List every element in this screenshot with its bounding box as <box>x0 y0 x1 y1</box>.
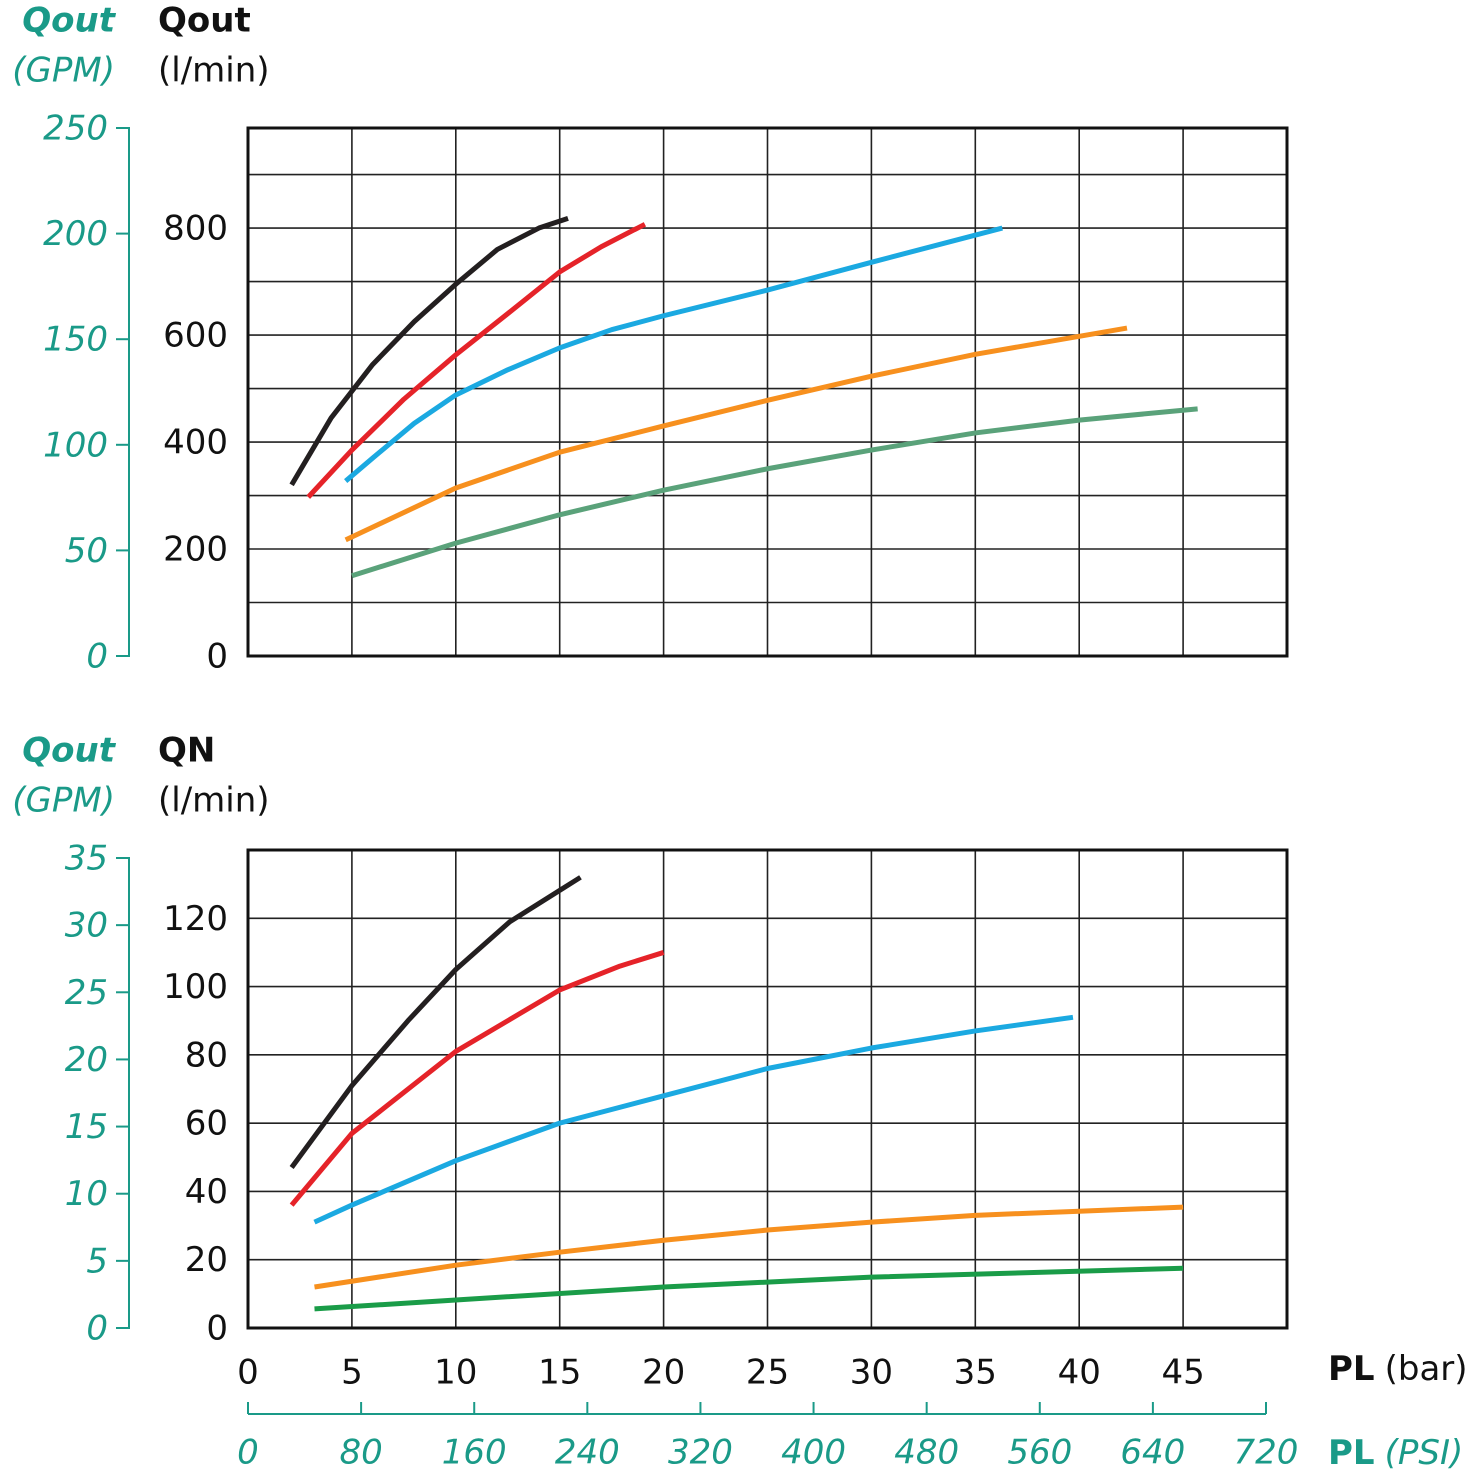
y-axis-title: QN <box>158 731 215 771</box>
x2-axis-label-unit: (PSI) <box>1385 1433 1464 1473</box>
y2-axis-title: Qout <box>22 1 116 41</box>
series-line <box>289 875 582 1170</box>
x-tick-label: 5 <box>341 1353 363 1393</box>
x-tick-label: 45 <box>1161 1353 1204 1393</box>
x-tick-label: 25 <box>746 1353 789 1393</box>
y2-axis-unit: (GPM) <box>12 51 115 91</box>
x-tick-label: 20 <box>642 1353 685 1393</box>
x-tick-label: 30 <box>850 1353 893 1393</box>
x-axis-label-title: PL <box>1328 1349 1375 1389</box>
x2-axis-label-title: PL <box>1328 1433 1375 1473</box>
x2-tick-label: 640 <box>1120 1433 1185 1473</box>
y-axis-unit: (l/min) <box>158 781 270 821</box>
plot-frame <box>246 848 1289 1330</box>
y-tick-label: 0 <box>206 1309 228 1349</box>
x2-tick-label: 0 <box>237 1433 259 1473</box>
y2-tick-label: 30 <box>65 906 108 946</box>
y2-tick-label: 0 <box>86 637 108 677</box>
series-line <box>344 225 1003 483</box>
series-line <box>313 1014 1074 1225</box>
series-line <box>344 325 1128 543</box>
x2-tick-label: 720 <box>1234 1433 1299 1473</box>
y-tick-label: 40 <box>185 1172 228 1212</box>
y-tick-label: 20 <box>185 1240 228 1280</box>
y2-tick-label: 100 <box>43 425 108 465</box>
y-axis-title: Qout <box>158 1 251 41</box>
series-line <box>314 1204 1184 1290</box>
x-tick-label: 0 <box>237 1353 259 1393</box>
x2-tick-label: 80 <box>339 1433 382 1473</box>
x-axis-label-unit: (bar) <box>1385 1349 1468 1389</box>
y-tick-label: 120 <box>163 899 228 939</box>
x2-tick-label: 160 <box>442 1433 507 1473</box>
y-tick-label: 800 <box>163 209 228 249</box>
y2-tick-label: 200 <box>43 214 108 254</box>
series-line <box>306 222 647 499</box>
x2-tick-label: 560 <box>1007 1433 1072 1473</box>
x-tick-label: 10 <box>434 1353 477 1393</box>
series-line <box>314 1265 1184 1312</box>
y2-tick-label: 25 <box>65 973 108 1013</box>
y2-tick-label: 0 <box>86 1309 108 1349</box>
y-tick-label: 60 <box>185 1104 228 1144</box>
y2-tick-label: 15 <box>65 1107 108 1147</box>
y2-tick-label: 10 <box>65 1174 108 1214</box>
x2-axis-label: PL (PSI) <box>1328 1433 1463 1473</box>
x2-tick-label: 400 <box>781 1433 846 1473</box>
plot-frame <box>246 126 1289 658</box>
series-line <box>289 216 569 487</box>
y-tick-label: 400 <box>163 423 228 463</box>
series-line <box>289 950 665 1207</box>
y2-tick-label: 150 <box>43 320 108 360</box>
x-tick-label: 35 <box>954 1353 997 1393</box>
x-tick-label: 40 <box>1058 1353 1101 1393</box>
y2-tick-label: 35 <box>65 839 108 879</box>
y2-axis-unit: (GPM) <box>12 781 115 821</box>
y2-tick-label: 250 <box>43 109 108 149</box>
series-line <box>351 406 1198 579</box>
y-tick-label: 0 <box>206 637 228 677</box>
x2-tick-label: 240 <box>555 1433 620 1473</box>
x2-tick-label: 320 <box>668 1433 733 1473</box>
y-axis-unit: (l/min) <box>158 51 270 91</box>
x2-tick-label: 480 <box>894 1433 959 1473</box>
y-tick-label: 80 <box>185 1035 228 1075</box>
x-axis-label: PL (bar) <box>1328 1349 1468 1389</box>
y2-tick-label: 20 <box>65 1040 108 1080</box>
y2-axis-title: Qout <box>22 731 116 771</box>
y-tick-label: 600 <box>163 316 228 356</box>
y2-tick-label: 50 <box>65 531 108 571</box>
y-tick-label: 200 <box>163 530 228 570</box>
y-tick-label: 100 <box>163 967 228 1007</box>
x-tick-label: 15 <box>538 1353 581 1393</box>
y2-tick-label: 5 <box>86 1241 108 1281</box>
